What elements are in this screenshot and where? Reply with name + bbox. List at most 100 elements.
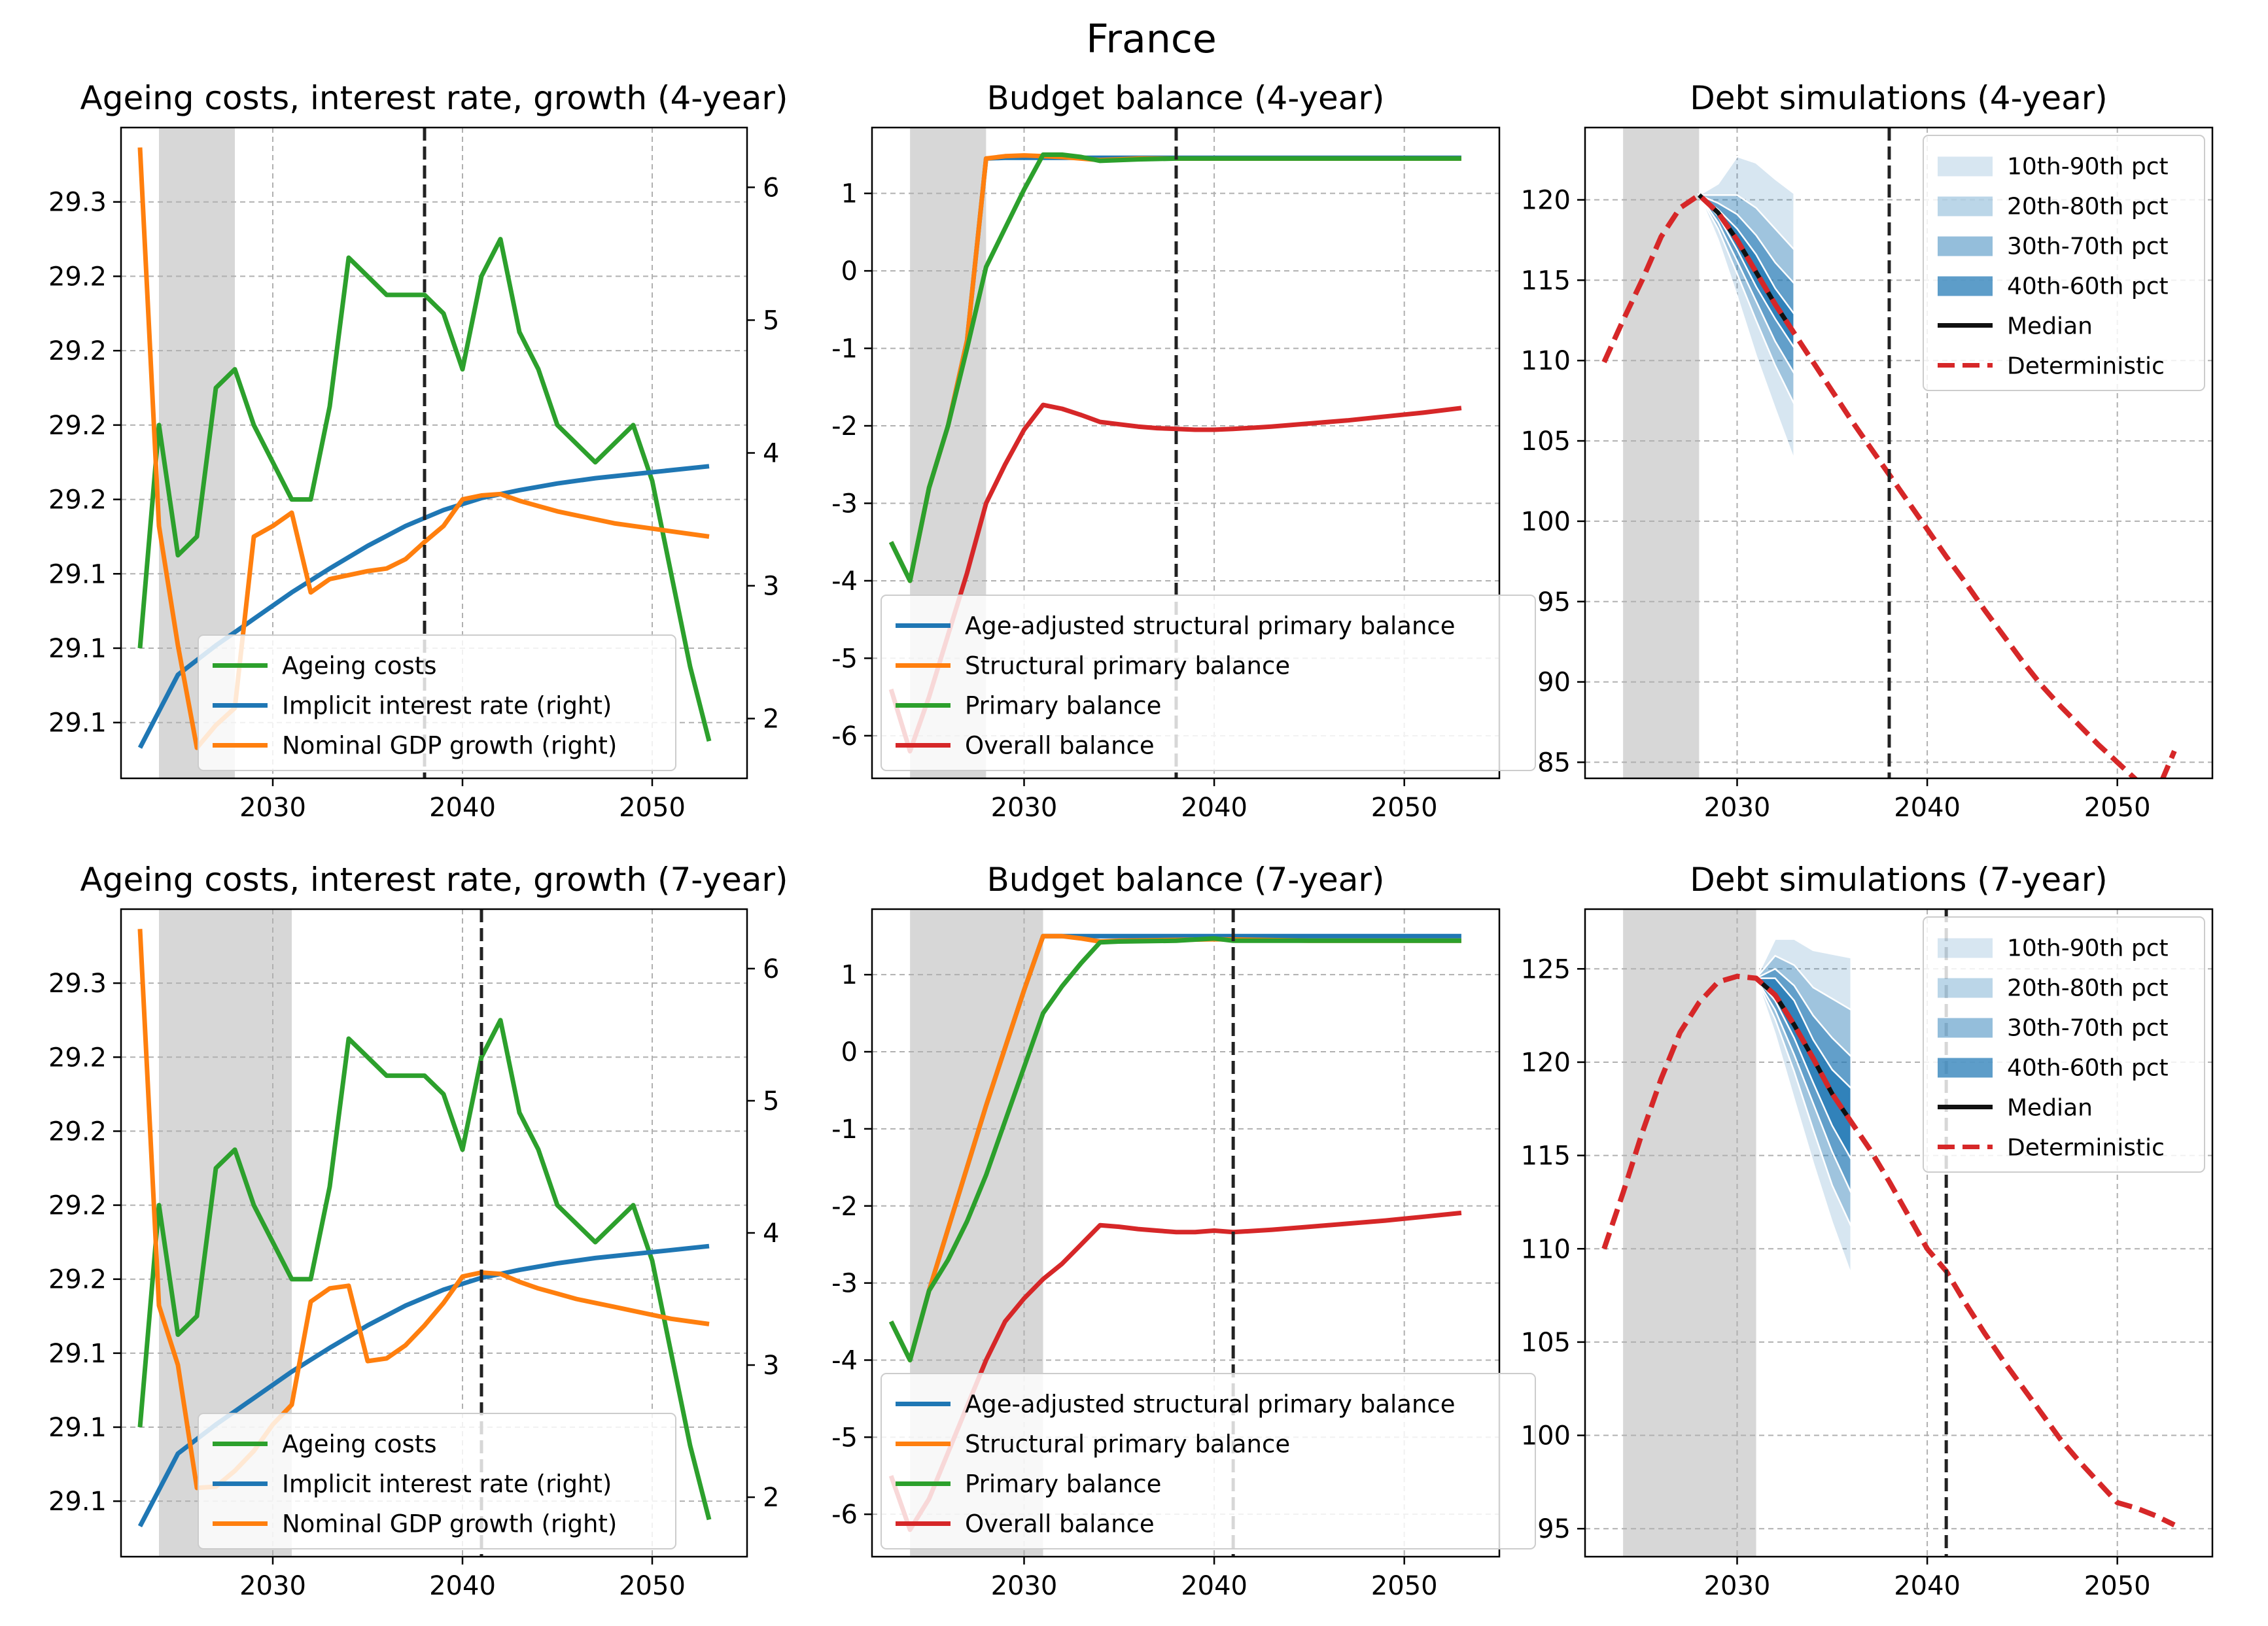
legend-label: 20th-80th pct [2007, 975, 2169, 1002]
x-tick-label: 2050 [619, 793, 686, 823]
legend: Ageing costs Implicit interest rate (righ… [198, 634, 676, 771]
legend-label: 40th-60th pct [2007, 1055, 2169, 1082]
plot-frame [1584, 908, 2214, 1558]
legend-swatch [1938, 978, 1993, 998]
chart-panel-1: 2030 2040 2050 29.1 29.1 29.1 29.2 29.2 29.2 29.2… [48, 79, 788, 823]
y-tick-label: 100 [1521, 507, 1571, 537]
y-tick-label: 115 [1521, 1141, 1571, 1171]
y-tick-label: 1 [841, 179, 858, 209]
legend-box [198, 634, 676, 771]
y-tick-label: 0 [841, 1037, 858, 1067]
y2-tick-label: 2 [763, 1483, 779, 1513]
legend-swatch [1938, 1018, 1993, 1038]
legend-label: 40th-60th pct [2007, 273, 2169, 300]
x-tick-label: 2050 [619, 1571, 686, 1601]
legend-box [881, 1373, 1536, 1549]
y-tick-label: 29.1 [48, 1487, 107, 1517]
legend-swatch [1938, 196, 1993, 216]
y-tick-label: 95 [1537, 1514, 1571, 1544]
legend-label: 30th-70th pct [2007, 234, 2169, 260]
y2-tick-label: 6 [763, 954, 779, 984]
chart-title: Debt simulations (4-year) [1690, 79, 2108, 117]
y-tick-label: 29.3 [48, 188, 107, 218]
chart-panel-6: 2030 2040 2050 95 100 105 110 115 120 125 Debt sim… [1521, 861, 2214, 1601]
x-tick-label: 2030 [1704, 793, 1771, 823]
y-tick-label: 29.2 [48, 1116, 107, 1147]
chart-panel-2: 2030 2040 2050 -6 -5 -4 -3 -2 -1 0 1 Budget balance… [831, 79, 1536, 823]
legend-label: 10th-90th pct [2007, 935, 2169, 962]
legend-label: Ageing costs [282, 652, 437, 680]
shaded-region [1623, 128, 1700, 778]
y-tick-label: 1 [841, 960, 858, 990]
legend: Age-adjusted structural primary balance S… [881, 595, 1536, 771]
legend-box [1923, 135, 2205, 391]
y-tick-label: 29.2 [48, 1191, 107, 1221]
x-tick-label: 2030 [239, 1571, 306, 1601]
x-tick-label: 2040 [1181, 1571, 1247, 1601]
y-tick-label: 105 [1521, 426, 1571, 457]
x-tick-label: 2040 [1181, 793, 1247, 823]
legend-label: Deterministic [2007, 1135, 2165, 1162]
legend-label: Structural primary balance [965, 652, 1290, 680]
y-tick-label: 100 [1521, 1421, 1571, 1451]
x-tick-label: 2040 [1894, 1571, 1961, 1601]
legend-label: 30th-70th pct [2007, 1015, 2169, 1042]
x-tick-label: 2030 [1704, 1571, 1771, 1601]
y-tick-label: 29.3 [48, 969, 107, 999]
y-tick-label: 95 [1537, 587, 1571, 617]
legend-label: Age-adjusted structural primary balance [965, 612, 1456, 640]
series-line-overall-balance [888, 402, 1462, 753]
legend-label: Deterministic [2007, 353, 2165, 380]
y-tick-label: -3 [831, 1269, 858, 1299]
legend-label: Primary balance [965, 1470, 1161, 1498]
y-tick-label: 29.2 [48, 411, 107, 441]
y-tick-label: 29.2 [48, 1265, 107, 1295]
chart-panel-4: 2030 2040 2050 29.1 29.1 29.1 29.2 29.2 29.2 29.2… [48, 861, 788, 1601]
chart-title: Budget balance (4-year) [986, 79, 1384, 117]
legend-box [1923, 916, 2205, 1173]
chart-title: Debt simulations (7-year) [1690, 861, 2108, 899]
y-tick-label: -6 [831, 1500, 858, 1530]
plot-frame [871, 126, 1501, 780]
y-tick-label: 120 [1521, 186, 1571, 216]
legend-swatch [1938, 236, 1993, 256]
legend-label: 20th-80th pct [2007, 194, 2169, 220]
y-tick-label: 110 [1521, 1234, 1571, 1264]
y-tick-label: -4 [831, 1345, 858, 1375]
x-tick-label: 2030 [991, 1571, 1058, 1601]
legend: Age-adjusted structural primary balance S… [881, 1373, 1536, 1549]
chart-title: Budget balance (7-year) [986, 861, 1384, 899]
y2-tick-label: 3 [763, 572, 779, 602]
y-tick-label: -6 [831, 721, 858, 752]
figure-title: France [1086, 16, 1217, 62]
x-tick-label: 2040 [429, 793, 496, 823]
legend: 10th-90th pct 20th-80th pct 30th-70th pct 4… [1923, 916, 2205, 1173]
x-tick-label: 2050 [2084, 1571, 2151, 1601]
y2-tick-label: 5 [763, 305, 779, 336]
x-tick-label: 2040 [429, 1571, 496, 1601]
y2-tick-label: 6 [763, 173, 779, 203]
y-tick-label: 29.2 [48, 1043, 107, 1073]
y-tick-label: 110 [1521, 346, 1571, 376]
x-tick-label: 2040 [1894, 793, 1961, 823]
y-tick-label: 29.2 [48, 485, 107, 515]
legend-label: Structural primary balance [965, 1430, 1290, 1459]
data-layer [1601, 938, 2176, 1528]
plot-frame [871, 908, 1501, 1558]
legend-label: Median [2007, 313, 2093, 340]
legend-label: 10th-90th pct [2007, 154, 2169, 181]
y-tick-label: 115 [1521, 266, 1571, 296]
x-tick-label: 2050 [2084, 793, 2151, 823]
chart-panel-3: 2030 2040 2050 85 90 95 100 105 110 115 120 Debt si… [1521, 79, 2214, 823]
chart-panel-5: 2030 2040 2050 -6 -5 -4 -3 -2 -1 0 1 Budget balance… [831, 861, 1536, 1601]
legend-label: Primary balance [965, 692, 1161, 720]
y-tick-label: -5 [831, 1423, 858, 1453]
x-tick-label: 2050 [1371, 793, 1438, 823]
chart-title: Ageing costs, interest rate, growth (7-y… [80, 861, 788, 899]
legend-swatch [1938, 1058, 1993, 1078]
legend-swatch [1938, 276, 1993, 296]
x-tick-label: 2030 [991, 793, 1058, 823]
legend-label: Overall balance [965, 732, 1155, 760]
chart-title: Ageing costs, interest rate, growth (4-y… [80, 79, 788, 117]
